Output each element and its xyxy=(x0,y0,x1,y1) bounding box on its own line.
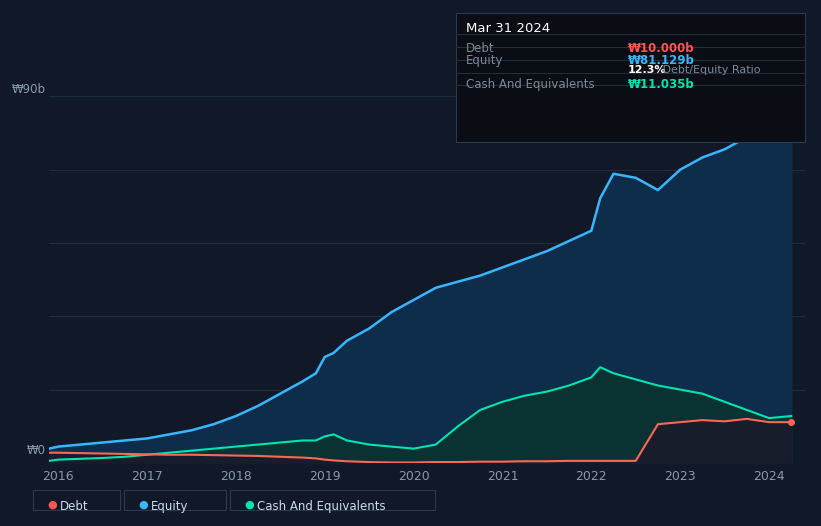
Text: Equity: Equity xyxy=(466,54,503,67)
Text: Debt: Debt xyxy=(60,500,89,513)
Text: Equity: Equity xyxy=(151,500,189,513)
Text: ●: ● xyxy=(245,500,255,510)
Text: ₩0: ₩0 xyxy=(26,444,45,457)
Text: ₩10.000b: ₩10.000b xyxy=(628,42,695,55)
Text: 12.3%: 12.3% xyxy=(628,65,667,75)
Text: Cash And Equivalents: Cash And Equivalents xyxy=(466,78,594,91)
Text: ●: ● xyxy=(48,500,57,510)
Text: ₩90b: ₩90b xyxy=(11,84,45,96)
Text: Debt/Equity Ratio: Debt/Equity Ratio xyxy=(659,65,761,75)
Text: ●: ● xyxy=(139,500,149,510)
Text: Mar 31 2024: Mar 31 2024 xyxy=(466,22,550,35)
Text: Debt: Debt xyxy=(466,42,494,55)
Text: ₩11.035b: ₩11.035b xyxy=(628,78,695,91)
Text: ₩81.129b: ₩81.129b xyxy=(628,54,695,67)
Text: Cash And Equivalents: Cash And Equivalents xyxy=(257,500,386,513)
